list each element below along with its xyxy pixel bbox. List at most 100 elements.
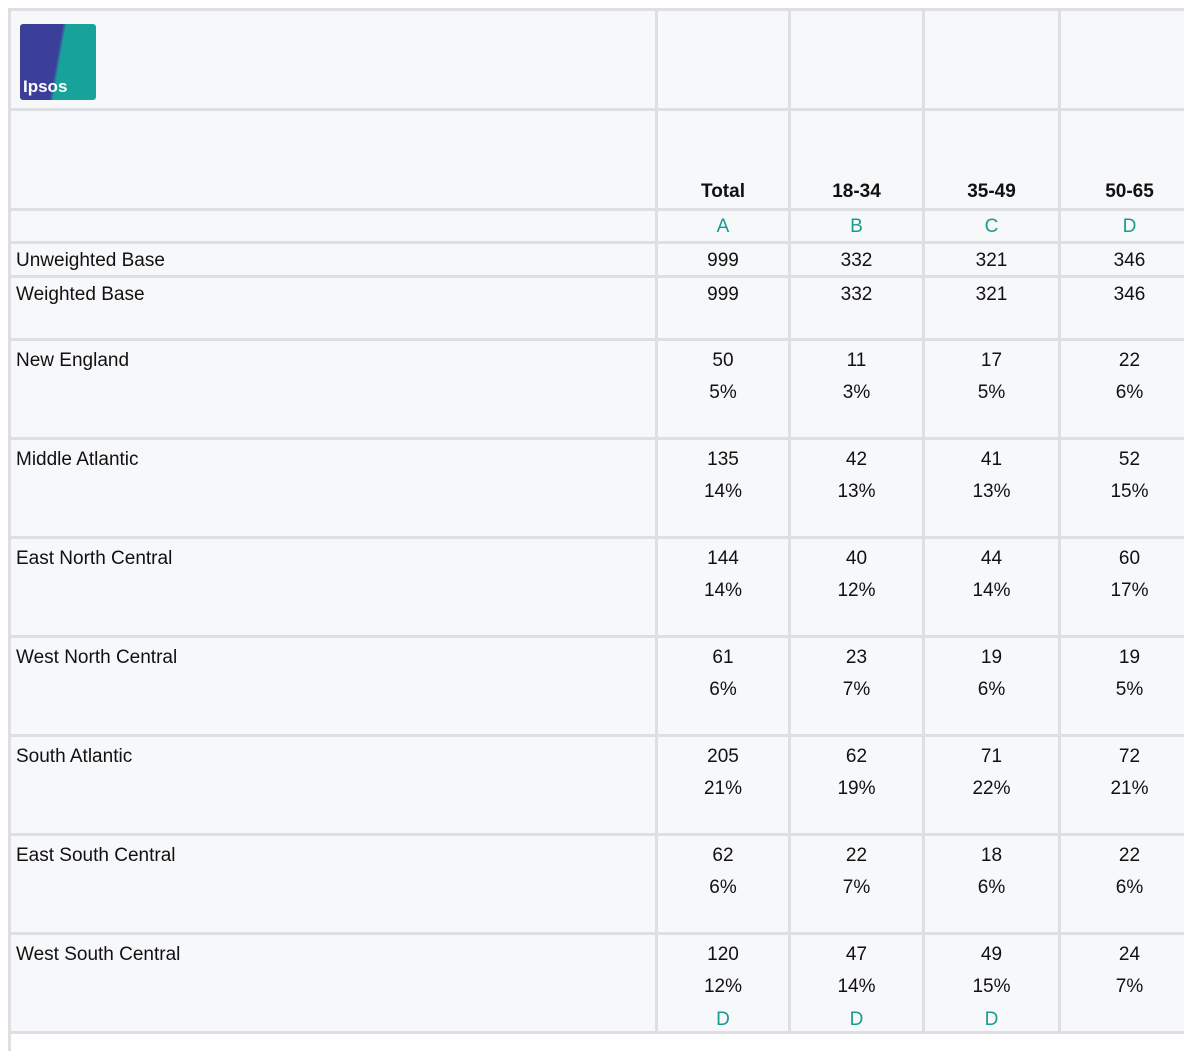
row-label: New England	[16, 350, 130, 371]
cell	[925, 737, 1061, 836]
cell-text: 5%	[709, 382, 737, 403]
cell-text: 3%	[842, 382, 871, 403]
cell	[1061, 737, 1184, 836]
cell-text: 50-65	[1105, 181, 1154, 202]
cell	[658, 11, 791, 111]
cell	[1061, 638, 1184, 737]
cell	[1061, 935, 1184, 1034]
cell	[658, 211, 791, 244]
cell-text: 321	[975, 250, 1008, 271]
cell	[925, 341, 1061, 440]
cell-text: 6%	[709, 877, 737, 898]
cell	[11, 278, 658, 341]
cell-text: 6%	[1115, 877, 1144, 898]
cell-text: D	[849, 1009, 864, 1030]
cell-text: 21%	[703, 778, 743, 799]
cell-text: B	[850, 216, 863, 237]
cell-text: 40	[845, 548, 868, 569]
cell	[11, 244, 658, 278]
cell-text: 61	[712, 647, 734, 668]
cell	[658, 440, 791, 539]
cell-text: 18-34	[832, 181, 881, 202]
cell-text: 321	[975, 284, 1008, 305]
cell	[658, 341, 791, 440]
cell-text: 120	[707, 944, 739, 965]
cell-text: 999	[707, 250, 739, 271]
cell-text: 17%	[1110, 580, 1149, 601]
cell-text: 6%	[1115, 382, 1144, 403]
cell	[658, 737, 791, 836]
cell	[925, 539, 1061, 638]
cell-text: 62	[845, 746, 868, 767]
cell	[791, 341, 925, 440]
cell	[925, 111, 1061, 211]
row-label: Weighted Base	[16, 284, 145, 305]
table: Ipsos Total 18-34 35-49 50-65 A B C D Unweighted …	[8, 8, 1184, 1051]
cell-text: 5%	[977, 382, 1006, 403]
cell	[1061, 440, 1184, 539]
cell	[791, 638, 925, 737]
cell	[925, 638, 1061, 737]
cell-text: 22	[845, 845, 868, 866]
row-label: Unweighted Base	[16, 250, 165, 271]
cell-text: 47	[845, 944, 868, 965]
row-label: West North Central	[16, 647, 178, 668]
cell	[658, 836, 791, 935]
cell-text: 19	[1118, 647, 1141, 668]
cell	[1061, 211, 1184, 244]
cell	[11, 935, 658, 1034]
cell-text: 14%	[972, 580, 1011, 601]
cell	[11, 341, 658, 440]
cell-text: 23	[845, 647, 868, 668]
cell	[791, 244, 925, 278]
cell	[11, 211, 658, 244]
cell	[791, 440, 925, 539]
cell	[791, 737, 925, 836]
cell-text: 13%	[972, 481, 1011, 502]
cell	[658, 278, 791, 341]
cell-text: 19%	[837, 778, 876, 799]
cell-text: 332	[840, 250, 873, 271]
cell-text: 17	[980, 350, 1003, 371]
row-label: East North Central	[16, 548, 173, 569]
cell-text: 135	[707, 449, 739, 470]
cell-text: 22%	[972, 778, 1011, 799]
cell-text: 22	[1118, 845, 1141, 866]
cell	[11, 440, 658, 539]
cell-text: 18	[980, 845, 1003, 866]
cell	[925, 211, 1061, 244]
cell-text: 346	[1113, 284, 1146, 305]
cell-text: 42	[845, 449, 868, 470]
cell-text: 144	[707, 548, 739, 569]
cell	[791, 836, 925, 935]
cell	[11, 638, 658, 737]
cell	[658, 244, 791, 278]
cell	[1061, 341, 1184, 440]
cell-text: 41	[980, 449, 1003, 470]
cell-text: A	[716, 216, 730, 237]
cell	[11, 11, 658, 111]
cell-text: D	[984, 1009, 999, 1030]
cell-text: 24	[1118, 944, 1141, 965]
cell-text: 999	[707, 284, 739, 305]
cell-text: 15%	[972, 976, 1011, 997]
cell-text: D	[716, 1009, 730, 1030]
cell	[925, 244, 1061, 278]
cell-text: 52	[1118, 449, 1141, 470]
cell	[791, 278, 925, 341]
cell-text: 50	[712, 350, 734, 371]
cell	[1061, 539, 1184, 638]
cell-text: 60	[1118, 548, 1141, 569]
cell	[1061, 278, 1184, 341]
cell	[791, 11, 925, 111]
cell	[925, 836, 1061, 935]
cell	[925, 11, 1061, 111]
row-label: South Atlantic	[16, 746, 133, 767]
row-label: East South Central	[16, 845, 176, 866]
cell-text: C	[984, 216, 999, 237]
cell-text: 62	[712, 845, 734, 866]
cell-text: 14%	[837, 976, 876, 997]
cell-text: 15%	[1110, 481, 1149, 502]
cell-text: 346	[1113, 250, 1146, 271]
